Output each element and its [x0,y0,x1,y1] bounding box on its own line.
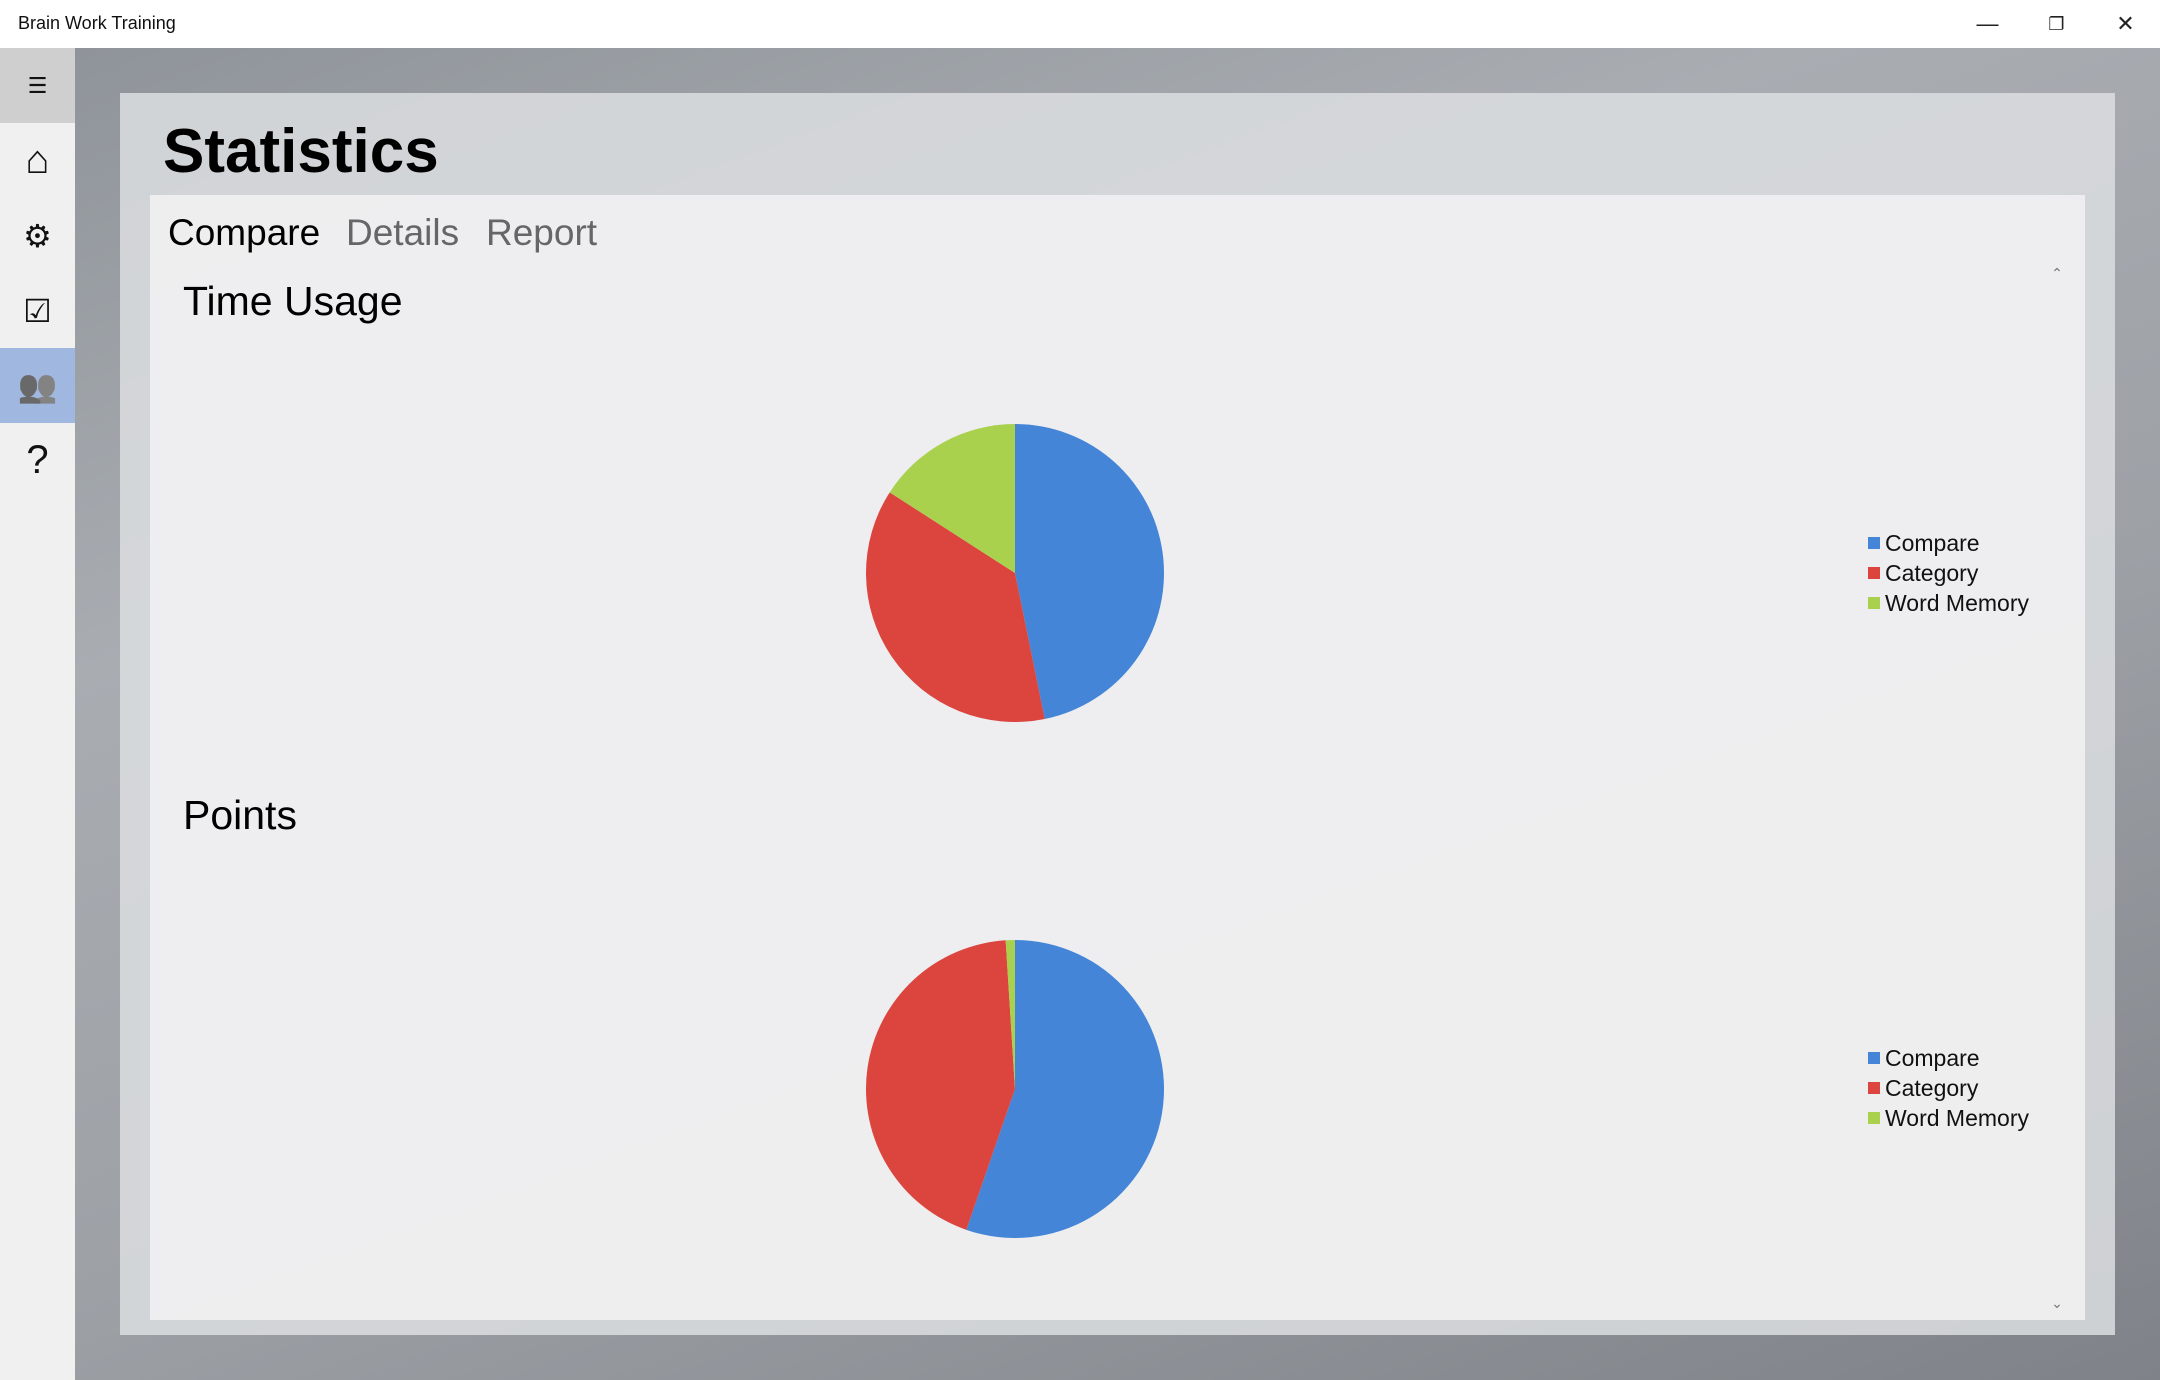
legend-label: Category [1885,559,1979,586]
legend-label: Compare [1885,1044,1980,1071]
legend-swatch [1868,1052,1880,1064]
checklist-icon: ☑ [23,292,52,329]
scroll-down-arrow[interactable]: ⌄ [2051,1295,2063,1311]
page-title: Statistics [163,117,439,186]
legend-swatch [1868,567,1880,579]
help-icon: ? [26,438,49,482]
tab-report[interactable]: Report [486,212,598,253]
gear-icon: ⚙ [23,217,52,254]
legend-label: Category [1885,1074,1979,1101]
legend-label: Word Memory [1885,589,2029,616]
hamburger-icon: ☰ [27,72,48,98]
time-usage-pie-chart [866,424,1164,722]
minimize-button[interactable]: — [1976,11,1999,36]
home-icon: ⌂ [25,138,50,182]
legend-swatch [1868,1112,1880,1124]
legend-item: Word Memory [1868,588,2029,618]
legend-swatch [1868,597,1880,609]
pie-slice-word-memory [1005,940,1015,1089]
sidebar: ☰ ⌂ ⚙ ☑ 👥 ? [0,48,75,1380]
restore-button[interactable]: ❐ [2048,13,2065,34]
legend-item: Category [1868,558,2029,588]
sidebar-item-statistics[interactable]: 👥 [0,348,75,423]
legend-item: Compare [1868,1043,2029,1073]
chart-title-points: Points [183,792,297,838]
scroll-up-arrow[interactable]: ⌃ [2051,265,2063,281]
tab-details[interactable]: Details [346,212,460,253]
sidebar-item-help[interactable]: ? [0,423,75,498]
legend-swatch [1868,537,1880,549]
sidebar-item-settings[interactable]: ⚙ [0,198,75,273]
pie-slice-category [866,492,1045,722]
legend-label: Word Memory [1885,1104,2029,1131]
legend-item: Compare [1868,528,2029,558]
hamburger-menu-button[interactable]: ☰ [0,48,75,123]
points-legend: Compare Category Word Memory [1868,1043,2029,1133]
close-button[interactable]: ✕ [2116,11,2135,36]
pie-slice-compare [966,940,1164,1238]
legend-item: Word Memory [1868,1103,2029,1133]
title-bar: Brain Work Training — ❐ ✕ [0,0,2160,48]
pie-slice-compare [1015,424,1164,719]
legend-swatch [1868,1082,1880,1094]
legend-label: Compare [1885,529,1980,556]
app-title: Brain Work Training [18,13,176,33]
vertical-scrollbar[interactable]: ⌃ ⌄ [2049,265,2065,1320]
sidebar-item-home[interactable]: ⌂ [0,123,75,198]
legend-item: Category [1868,1073,2029,1103]
tab-compare[interactable]: Compare [168,212,321,253]
chart-title-time-usage: Time Usage [183,278,403,324]
time-usage-legend: Compare Category Word Memory [1868,528,2029,618]
people-icon: 👥 [17,367,58,404]
points-pie-chart [866,940,1164,1238]
pie-slice-category [866,940,1015,1230]
pie-slice-word-memory [889,424,1015,573]
sidebar-item-tasks[interactable]: ☑ [0,273,75,348]
